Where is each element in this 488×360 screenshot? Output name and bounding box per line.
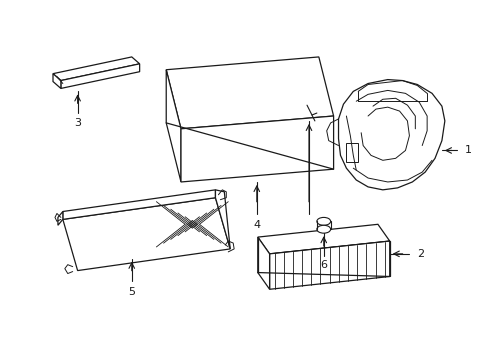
- Ellipse shape: [316, 225, 330, 233]
- Text: 4: 4: [253, 220, 260, 230]
- Polygon shape: [346, 143, 358, 162]
- Polygon shape: [63, 190, 215, 219]
- Polygon shape: [338, 80, 444, 190]
- Polygon shape: [257, 237, 269, 289]
- Text: 6: 6: [320, 260, 326, 270]
- Ellipse shape: [316, 217, 330, 225]
- Text: 3: 3: [74, 118, 81, 128]
- Polygon shape: [215, 190, 230, 249]
- Text: 1: 1: [464, 145, 470, 156]
- Polygon shape: [58, 212, 63, 225]
- Polygon shape: [61, 64, 140, 89]
- Polygon shape: [53, 74, 61, 89]
- Polygon shape: [166, 57, 333, 129]
- Polygon shape: [166, 70, 181, 182]
- Polygon shape: [269, 241, 389, 289]
- Polygon shape: [181, 116, 333, 182]
- Polygon shape: [53, 57, 140, 81]
- Polygon shape: [63, 198, 230, 271]
- Text: 2: 2: [416, 249, 424, 259]
- Text: 5: 5: [128, 287, 135, 297]
- Polygon shape: [257, 224, 389, 254]
